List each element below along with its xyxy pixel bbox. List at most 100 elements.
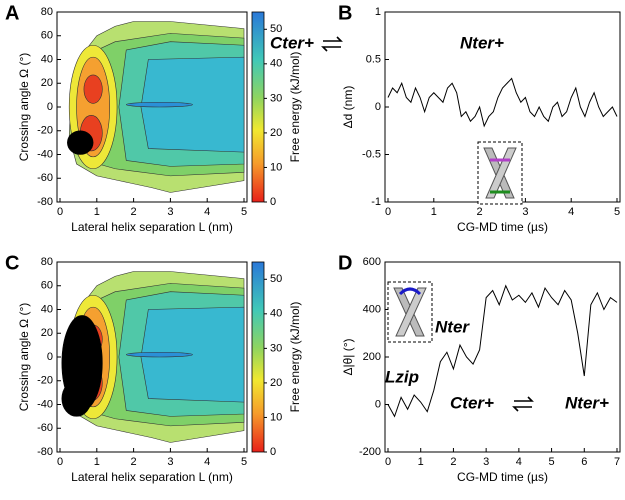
annotation: Lzip (385, 367, 419, 386)
x-tick-label: 5 (241, 456, 247, 468)
y-tick-label: 80 (41, 256, 53, 268)
annotation: Cter+ (270, 33, 314, 52)
y-tick-label: 400 (363, 303, 381, 315)
inset-frame (477, 141, 523, 205)
x-tick-label: 2 (131, 456, 137, 468)
x-tick-label: 0 (385, 206, 391, 218)
y-tick-label: -80 (37, 446, 53, 458)
x-tick-label: 1 (94, 456, 100, 468)
colorbar-tick-label: 0 (270, 446, 276, 458)
energy-map (61, 271, 245, 443)
x-tick-label: 6 (581, 456, 587, 468)
annotation: Cter+ (450, 393, 494, 412)
y-tick-label: 0 (47, 351, 53, 363)
helix (395, 287, 427, 337)
y-tick-label: 20 (41, 77, 53, 89)
panel-label: D (338, 252, 352, 274)
annotation: Nter (435, 317, 470, 336)
colorbar-tick-label: 0 (270, 196, 276, 208)
exchange-arrow (512, 396, 534, 412)
x-axis-label: Lateral helix separation L (nm) (71, 470, 233, 484)
x-tick-label: 5 (614, 206, 620, 218)
x-tick-label: 5 (241, 206, 247, 218)
x-tick-label: 4 (568, 206, 574, 218)
y-tick-label: -40 (37, 398, 53, 410)
x-tick-label: 3 (483, 456, 489, 468)
y-tick-label: 40 (41, 303, 53, 315)
y-tick-label: -0.5 (362, 148, 381, 160)
x-axis-label: CG-MD time (µs) (457, 220, 548, 234)
energy-map (67, 21, 245, 193)
y-tick-label: -60 (37, 422, 53, 434)
y-tick-label: -80 (37, 196, 53, 208)
y-tick-label: -20 (37, 125, 53, 137)
x-tick-label: 2 (131, 206, 137, 218)
colorbar-label: Free energy (kJ/mol) (288, 52, 302, 163)
x-tick-label: 1 (94, 206, 100, 218)
x-tick-label: 4 (516, 456, 522, 468)
y-axis-label: Δ|θ| (°) (341, 338, 355, 375)
sampled-states (67, 130, 94, 155)
y-tick-label: 1 (375, 6, 381, 18)
x-tick-label: 3 (167, 456, 173, 468)
y-tick-label: -1 (371, 196, 381, 208)
y-tick-label: 40 (41, 53, 53, 65)
y-tick-label: 0 (47, 101, 53, 113)
x-tick-label: 0 (57, 206, 63, 218)
y-tick-label: -40 (37, 148, 53, 160)
colorbar-label: Free energy (kJ/mol) (288, 302, 302, 413)
x-axis-label: Lateral helix separation L (nm) (71, 220, 233, 234)
y-tick-label: -20 (37, 375, 53, 387)
panel-label: C (5, 252, 19, 274)
y-tick-label: 0 (375, 398, 381, 410)
x-tick-label: 2 (477, 206, 483, 218)
y-tick-label: 60 (41, 30, 53, 42)
sampled-states (61, 380, 92, 417)
y-tick-label: 0.5 (366, 53, 381, 65)
colorbar-tick-label: 40 (270, 308, 282, 320)
data-line (387, 77, 618, 128)
colorbar-tick-label: 30 (270, 92, 282, 104)
colorbar-tick-label: 30 (270, 342, 282, 354)
x-tick-label: 1 (418, 456, 424, 468)
region (83, 74, 103, 104)
region (125, 101, 193, 108)
colorbar-tick-label: 20 (270, 127, 282, 139)
y-axis-label: Δd (nm) (341, 86, 355, 129)
y-tick-label: 60 (41, 280, 53, 292)
annotation: Nter+ (460, 33, 504, 52)
y-axis-label: Crossing angle Ω (°) (17, 53, 31, 161)
x-tick-label: 3 (522, 206, 528, 218)
y-tick-label: 20 (41, 327, 53, 339)
colorbar-tick-label: 50 (270, 23, 282, 35)
x-tick-label: 4 (204, 456, 210, 468)
panel-label: B (338, 2, 352, 24)
x-tick-label: 7 (614, 456, 620, 468)
annotation: Nter+ (565, 393, 609, 412)
x-tick-label: 1 (431, 206, 437, 218)
colorbar-tick-label: 20 (270, 377, 282, 389)
x-tick-label: 2 (450, 456, 456, 468)
x-axis-label: CG-MD time (µs) (457, 470, 548, 484)
y-tick-label: -60 (37, 172, 53, 184)
x-tick-label: 0 (57, 456, 63, 468)
x-tick-label: 5 (549, 456, 555, 468)
y-tick-label: 600 (363, 256, 381, 268)
exchange-arrow (321, 36, 343, 52)
y-tick-label: -200 (359, 446, 381, 458)
colorbar-tick-label: 10 (270, 161, 282, 173)
region (125, 351, 193, 358)
y-tick-label: 80 (41, 6, 53, 18)
colorbar-tick-label: 50 (270, 273, 282, 285)
panel-label: A (5, 2, 19, 24)
colorbar (251, 261, 265, 453)
x-tick-label: 4 (204, 206, 210, 218)
data-line (387, 284, 618, 418)
x-tick-label: 3 (167, 206, 173, 218)
y-axis-label: Crossing angle Ω (°) (17, 303, 31, 411)
y-tick-label: 200 (363, 351, 381, 363)
colorbar (251, 11, 265, 203)
y-tick-label: 0 (375, 101, 381, 113)
